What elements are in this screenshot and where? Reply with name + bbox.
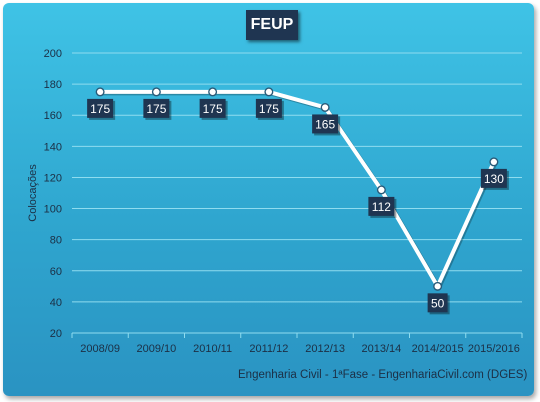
x-tick-label: 2009/10 <box>136 343 176 355</box>
data-label-box <box>480 168 507 188</box>
data-point <box>489 157 499 167</box>
y-tick-label: 200 <box>44 48 62 60</box>
x-tick-label: 2010/11 <box>193 343 232 355</box>
data-label: 175 <box>90 102 110 116</box>
data-label: 50 <box>431 296 445 310</box>
data-label-box <box>427 293 448 313</box>
data-label-box <box>143 98 170 118</box>
data-label: 112 <box>372 200 391 214</box>
data-point <box>151 87 161 97</box>
x-tick-label: 2014/2015 <box>412 343 464 355</box>
data-point <box>376 185 386 195</box>
chart-title: FEUP <box>246 10 298 40</box>
data-labels: 175 175 175 175 165 112 50 130 <box>87 98 509 315</box>
series-line-shadow <box>101 91 498 290</box>
data-label-box <box>199 98 226 118</box>
data-label-box <box>312 114 339 134</box>
y-axis-title: Colocações <box>27 164 39 222</box>
data-point <box>95 87 105 97</box>
y-tick-label: 40 <box>50 297 62 309</box>
y-tick-label: 180 <box>44 79 62 91</box>
axes: 20 40 60 80 100 120 140 160 180 200 2008/09 2009/10… <box>27 48 523 355</box>
data-label: 175 <box>146 102 166 116</box>
y-tick-label: 60 <box>50 266 62 278</box>
series-line-path <box>100 89 496 289</box>
x-tick-label: 2011/12 <box>249 343 288 355</box>
y-tick-label: 100 <box>44 204 62 216</box>
y-tick-label: 80 <box>50 235 62 247</box>
y-tick-label: 140 <box>44 141 62 153</box>
data-point <box>433 281 443 291</box>
data-label: 175 <box>203 102 223 116</box>
source-footer: Engenharia Civil - 1ªFase - EngenhariaCi… <box>238 369 528 381</box>
y-tick-label: 160 <box>44 110 62 122</box>
data-label-box <box>87 98 114 118</box>
data-label-box <box>368 196 395 216</box>
y-tick-label: 20 <box>50 328 62 340</box>
data-point <box>208 87 218 97</box>
series-line <box>95 87 499 291</box>
data-label-box <box>255 98 282 118</box>
chart-card <box>3 3 534 396</box>
data-label: 165 <box>315 117 335 131</box>
data-point <box>320 102 330 112</box>
data-point <box>264 87 274 97</box>
y-tick-label: 120 <box>44 172 62 184</box>
x-tick-label: 2012/13 <box>305 343 345 355</box>
data-label: 130 <box>484 172 504 186</box>
x-tick-label: 2015/2016 <box>468 343 520 355</box>
x-tick-label: 2008/09 <box>80 343 120 355</box>
x-tick-label: 2013/14 <box>361 343 401 355</box>
data-label: 175 <box>259 102 279 116</box>
